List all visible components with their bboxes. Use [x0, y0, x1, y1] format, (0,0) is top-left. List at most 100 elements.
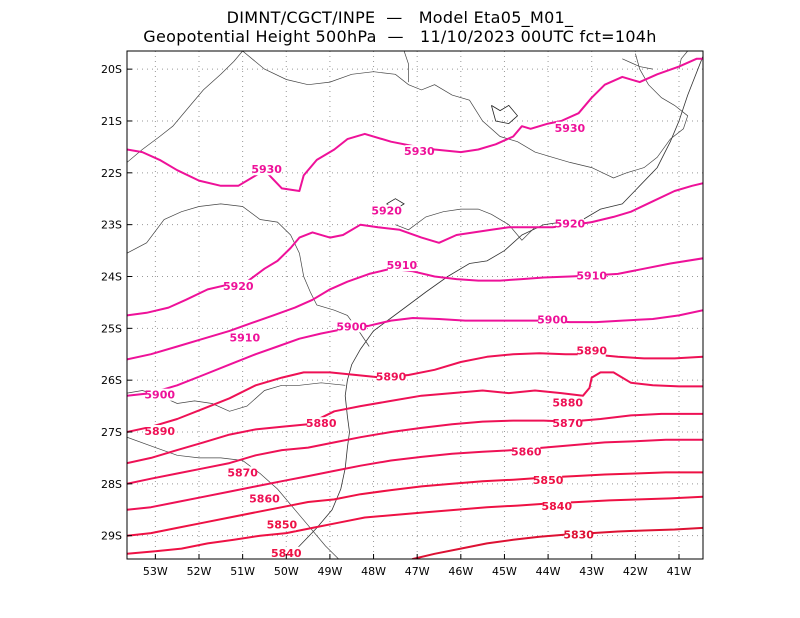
contour-label-bg	[577, 269, 606, 282]
contour-label: 5920	[223, 280, 254, 293]
lat-tick-label: 27S	[101, 426, 122, 439]
contour-label: 5880	[306, 417, 337, 430]
contour-label-bg	[555, 121, 584, 134]
contour-label: 5900	[144, 389, 175, 402]
contour-label-bg	[564, 528, 593, 541]
contour-label-bg	[538, 313, 567, 326]
lat-tick-label: 28S	[101, 478, 122, 491]
contour-5870	[127, 412, 703, 485]
contour-label: 5900	[336, 320, 367, 333]
state-boundary	[127, 203, 370, 347]
contour-5830	[411, 526, 703, 559]
contour-label: 5920	[371, 205, 402, 218]
state-boundary	[395, 208, 536, 241]
contour-label-bg	[387, 259, 416, 272]
contour-label-bg	[224, 279, 253, 292]
contour-5880	[127, 371, 703, 465]
contour-label: 5870	[227, 466, 258, 479]
contour-label-bg	[145, 388, 174, 401]
contour-5920	[127, 182, 703, 317]
plot-frame	[126, 50, 704, 560]
contour-label-bg	[145, 425, 174, 437]
lon-tick-label: 51W	[230, 565, 255, 578]
contour-label: 5830	[563, 529, 594, 542]
axis-ticks: 53W 52W 51W 50W 49W 48W 47W 46W 45W 44W 43W 42W 41W 2…	[101, 63, 692, 578]
state-boundary	[622, 58, 653, 70]
contour-5860	[127, 438, 703, 511]
contour-label-bg	[553, 417, 582, 430]
contour-5890	[127, 352, 703, 433]
reservoir-outline	[491, 104, 519, 125]
contour-label-bg	[250, 492, 279, 505]
chart-title-line2: Geopotential Height 500hPa — 11/10/2023 …	[143, 27, 657, 46]
contour-label: 5870	[552, 417, 583, 430]
contour-5900	[127, 309, 703, 397]
contour-5930	[127, 57, 703, 192]
contour-label: 5840	[271, 547, 302, 560]
contour-label-bg	[555, 217, 584, 230]
lon-tick-label: 43W	[579, 565, 604, 578]
contour-label-bg	[377, 370, 405, 383]
contour-label: 5910	[230, 332, 261, 345]
lon-tick-label: 49W	[317, 565, 342, 578]
lat-tick-label: 23S	[101, 219, 122, 232]
lon-tick-label: 46W	[448, 565, 473, 578]
contour-label-bg	[512, 445, 541, 458]
contour-label: 5930	[251, 163, 282, 176]
chart-title-line1: DIMNT/CGCT/INPE — Model Eta05_M01_	[226, 8, 574, 27]
contour-label: 5900	[537, 314, 568, 327]
contour-label-bg	[577, 344, 606, 357]
contour-labels: 5930 5930 5930 5920 5920 5920 5910 5910 5910 5900…	[144, 122, 607, 560]
contour-label-bg	[267, 518, 296, 531]
lon-tick-label: 50W	[274, 565, 299, 578]
contour-5850	[127, 471, 703, 537]
lon-tick-label: 44W	[536, 565, 561, 578]
lon-tick-label: 53W	[143, 565, 168, 578]
contour-label: 5930	[404, 145, 435, 158]
lat-tick-label: 24S	[101, 270, 122, 283]
contour-label: 5910	[576, 269, 607, 282]
contour-label-bg	[553, 396, 582, 409]
contour-label: 5850	[533, 474, 564, 487]
contour-label-bg	[272, 546, 301, 559]
contour-label: 5880	[552, 396, 583, 409]
contour-label-bg	[228, 466, 257, 479]
contour-label: 5890	[376, 371, 407, 384]
contour-label-bg	[252, 163, 281, 176]
lon-tick-label: 41W	[667, 565, 692, 578]
contour-label-bg	[534, 474, 563, 487]
geographic-boundaries	[127, 51, 703, 559]
lat-tick-label: 25S	[101, 322, 122, 335]
lat-lon-grid	[127, 51, 703, 559]
contour-label-bg	[230, 331, 259, 344]
lon-tick-label: 48W	[361, 565, 386, 578]
lon-tick-label: 42W	[623, 565, 648, 578]
lon-tick-label: 45W	[492, 565, 517, 578]
contour-label: 5840	[542, 500, 573, 513]
contour-label-bg	[405, 145, 434, 158]
contour-label: 5890	[576, 345, 607, 358]
contour-label: 5920	[555, 218, 586, 231]
lat-tick-label: 20S	[101, 63, 122, 76]
contour-label: 5860	[249, 492, 280, 505]
contour-label: 5910	[387, 259, 418, 272]
coastline	[286, 56, 703, 559]
contour-label: 5890	[144, 425, 175, 438]
state-boundary	[242, 51, 689, 179]
lat-tick-label: 26S	[101, 374, 122, 387]
contour-label-bg	[337, 320, 366, 333]
lon-tick-label: 47W	[405, 565, 430, 578]
contour-label-bg	[542, 500, 571, 513]
contour-label-bg	[307, 417, 336, 430]
contour-5840	[127, 495, 703, 555]
contour-5910	[127, 257, 703, 361]
contour-label: 5860	[511, 446, 542, 459]
lat-tick-label: 21S	[101, 115, 122, 128]
geopotential-contours	[127, 57, 703, 559]
contour-label: 5850	[267, 518, 298, 531]
contour-label: 5930	[555, 122, 586, 135]
state-boundary	[403, 51, 409, 83]
lat-tick-label: 29S	[101, 530, 122, 543]
state-boundary	[127, 51, 243, 163]
